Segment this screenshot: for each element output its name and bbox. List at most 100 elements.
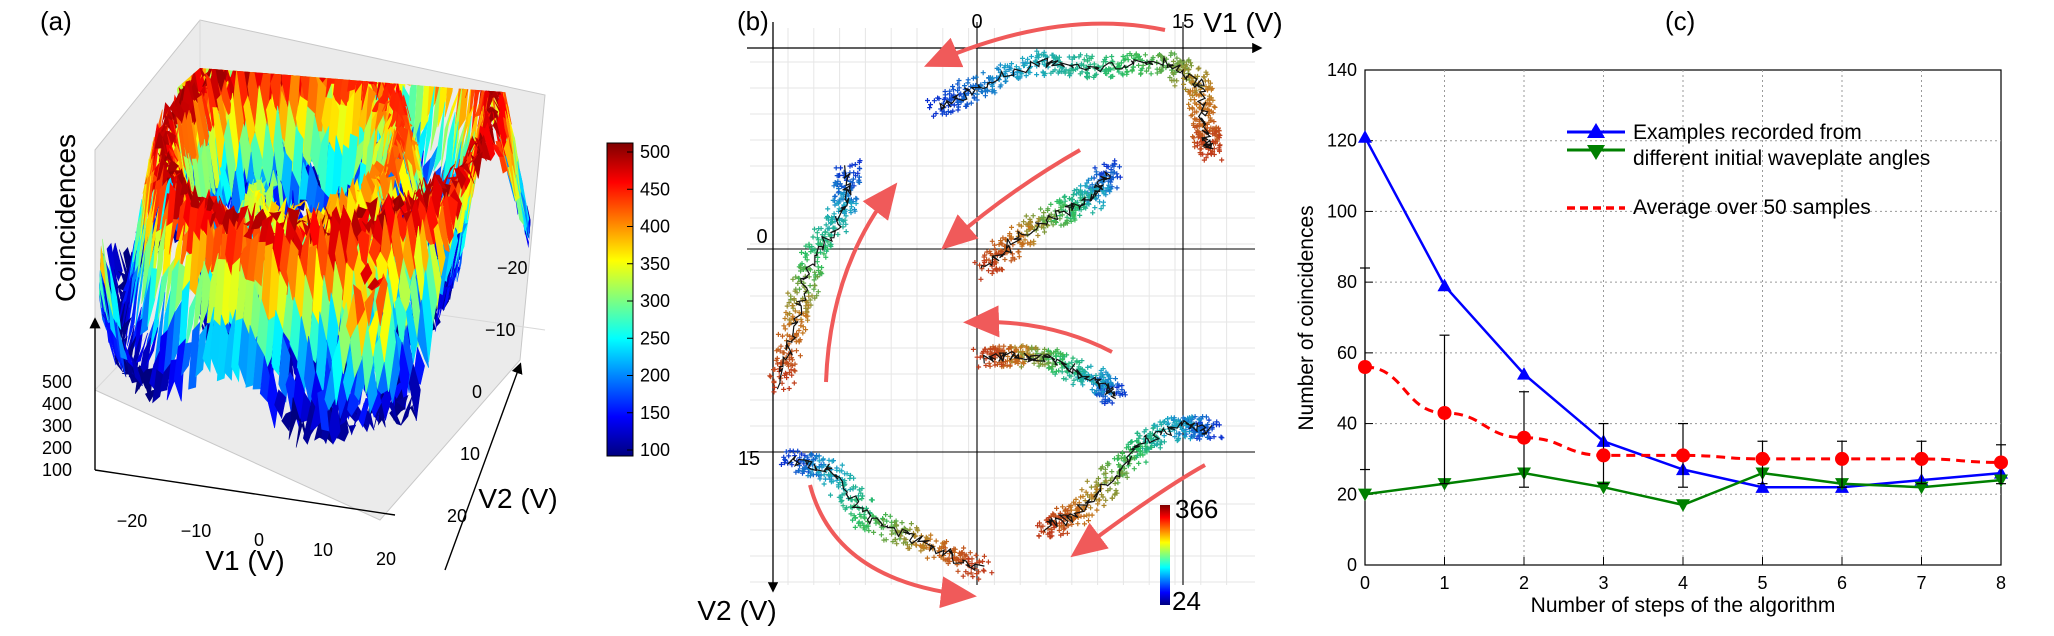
trace-point — [1219, 157, 1225, 163]
trace-point — [1218, 434, 1224, 440]
surface-patch — [439, 10, 450, 43]
trace-point — [933, 538, 939, 544]
trace-point — [970, 75, 976, 81]
surface-patch — [243, 95, 256, 153]
trace-point — [1109, 469, 1115, 475]
data-point — [1437, 405, 1452, 420]
trace-point — [1025, 56, 1031, 62]
surface-patch — [310, 0, 321, 18]
trace-point — [1138, 70, 1144, 76]
trace-point — [897, 536, 903, 542]
trace-point — [925, 98, 930, 103]
trace-point — [1125, 57, 1131, 63]
trace-point — [1109, 495, 1115, 501]
trace-point — [843, 221, 849, 227]
surface-patch — [554, 134, 565, 179]
trace-point — [799, 319, 805, 325]
surface-patch — [542, 197, 553, 235]
panel-b-colorbar — [1160, 505, 1170, 605]
surface-patch — [483, 68, 496, 79]
trace-point — [805, 473, 811, 479]
trace-point — [1131, 466, 1137, 472]
trace-point — [883, 512, 889, 518]
surface-patch — [303, 0, 314, 4]
trace-point — [992, 362, 998, 368]
trace-point — [816, 453, 822, 459]
panel-a-y-tick-label: 20 — [447, 506, 467, 526]
trace-point — [1181, 81, 1187, 87]
surface-patch — [458, 68, 472, 72]
surface-patch — [288, 0, 299, 14]
panel-b-x-label: V1 (V) — [1203, 7, 1282, 38]
surface-patch — [464, 21, 475, 56]
data-point — [1596, 448, 1611, 463]
surface-patch — [291, 0, 302, 13]
surface-patch — [232, 0, 243, 23]
trace-point — [812, 226, 817, 232]
surface-patch — [236, 0, 247, 11]
trace-point — [857, 166, 863, 172]
trace-point — [1090, 210, 1096, 216]
y-tick-label: 100 — [1327, 201, 1357, 221]
surface-patch — [240, 13, 251, 28]
trace-point — [1142, 52, 1148, 58]
trace-point — [821, 481, 827, 487]
trace-point — [1109, 54, 1115, 59]
surface-patch — [317, 0, 328, 35]
trace-point — [980, 559, 986, 564]
surface-patch — [284, 0, 295, 4]
data-point — [1755, 451, 1770, 466]
trace-point — [1077, 212, 1083, 218]
trace-point — [795, 448, 801, 454]
panel-b-x-tick: 0 — [971, 11, 982, 33]
trace-point — [847, 476, 853, 481]
surface-patch — [239, 0, 250, 20]
y-tick-label: 60 — [1337, 343, 1357, 363]
trace-point — [1114, 185, 1120, 191]
trace-point — [961, 545, 967, 551]
trace-point — [985, 559, 991, 565]
trace-point — [1117, 164, 1122, 170]
surface-patch — [83, 208, 94, 264]
y-tick-label: 20 — [1337, 484, 1357, 504]
surface-patch — [456, 21, 467, 46]
data-point — [1358, 360, 1372, 374]
data-point — [1676, 448, 1690, 463]
trace-point — [1112, 456, 1117, 462]
trace-point — [1061, 194, 1067, 200]
surface-patch — [448, 68, 461, 83]
trace-point — [1038, 206, 1044, 212]
x-tick-label: 2 — [1519, 573, 1529, 593]
panel-b-arrows — [808, 21, 1206, 609]
surface-patch — [532, 248, 540, 271]
colorbar-tick-label: 400 — [640, 217, 670, 237]
panel-b-y-tick: 15 — [738, 448, 760, 470]
surface-patch — [466, 68, 479, 71]
trace-point — [1003, 78, 1009, 84]
trace-point — [908, 521, 914, 527]
panel-a-z-tick-label: 200 — [42, 438, 72, 458]
panel-a-z-tick-label: 100 — [42, 460, 72, 480]
trace-point — [980, 567, 986, 573]
panel-b: (b) 0 15 0 15 V1 (V) V2 (V) 366 24 — [697, 6, 1282, 626]
trace-point — [989, 570, 995, 576]
trace-point — [843, 229, 849, 235]
surface-patch — [545, 175, 556, 229]
surface-patch — [81, 196, 92, 254]
trace-point — [986, 268, 991, 274]
trace-point — [807, 283, 813, 289]
trace-point — [965, 80, 971, 86]
panel-a-x-label: V1 (V) — [205, 545, 284, 576]
trace-point — [973, 552, 979, 558]
panel-a-z-tick-label: 400 — [42, 394, 72, 414]
trace-point — [981, 553, 987, 559]
surface-patch — [460, 22, 471, 58]
surface-patch — [541, 219, 552, 248]
trace-point — [889, 531, 895, 537]
coincidence-surface — [81, 0, 565, 448]
trace-point — [1136, 62, 1142, 68]
trace-point — [1186, 101, 1192, 107]
panel-b-colorbar-min: 24 — [1172, 586, 1201, 616]
